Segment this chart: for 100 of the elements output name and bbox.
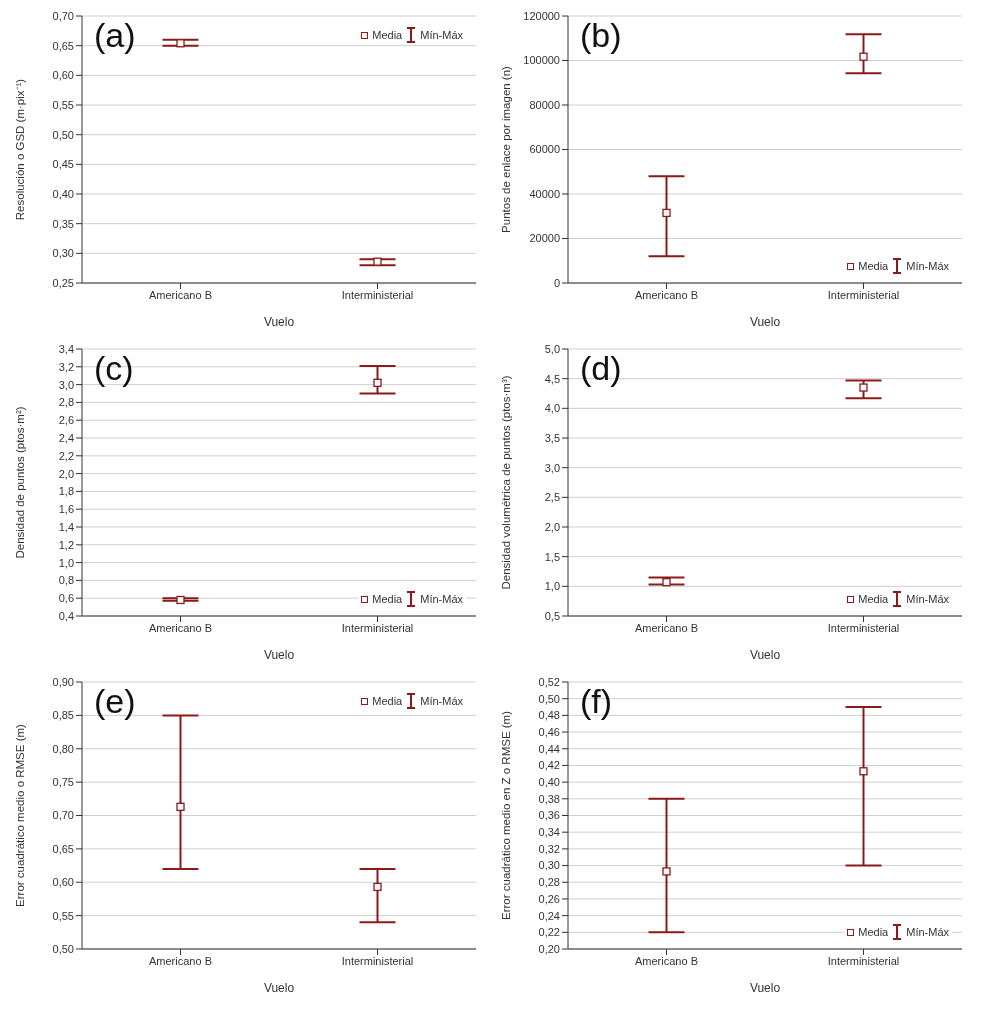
x-tick-label: Interministerial <box>827 954 900 967</box>
y-tick-label: 0,25 <box>52 276 74 289</box>
y-tick-label: 0,70 <box>52 9 74 22</box>
y-axis-title: Error cuadrático medio en Z o RMSE (m) <box>500 710 513 920</box>
y-tick-label: 0,40 <box>52 187 74 200</box>
y-tick-label: 0,50 <box>52 942 74 955</box>
legend-label: Media <box>858 260 889 272</box>
y-tick-label: 3,2 <box>58 360 74 373</box>
y-tick-label: 0,35 <box>52 217 74 230</box>
y-tick-label: 0,26 <box>538 892 560 905</box>
y-tick-label: 0,80 <box>52 742 74 755</box>
annotation: Mín-Máx <box>906 593 949 605</box>
y-tick-label: 0,24 <box>538 909 560 922</box>
y-tick-label: 2,2 <box>58 449 74 462</box>
y-tick-label: 0,30 <box>538 859 560 872</box>
y-tick-label: 0,42 <box>538 759 560 772</box>
annotation: (a) <box>94 16 136 54</box>
y-tick-label: 0,50 <box>538 692 560 705</box>
y-axis-title: Puntos de enlace por imagen (n) <box>500 65 513 233</box>
y-tick-label: 0,52 <box>538 675 560 688</box>
y-tick-label: 4,0 <box>544 402 560 415</box>
annotation: Mín-Máx <box>420 29 463 41</box>
y-tick-label: 120000 <box>523 9 560 22</box>
legend-label: Media <box>858 593 889 605</box>
y-tick-label: 0,38 <box>538 792 560 805</box>
y-tick-label: 0,65 <box>52 39 74 52</box>
x-tick-label: Americano B <box>149 954 212 967</box>
y-tick-label: 0,70 <box>52 809 74 822</box>
y-tick-label: 0,60 <box>52 69 74 82</box>
annotation: Mín-Máx <box>906 926 949 938</box>
y-tick-label: 2,0 <box>58 467 74 480</box>
y-tick-label: 0,4 <box>58 609 74 622</box>
x-tick-label: Interministerial <box>341 288 414 301</box>
annotation: (e) <box>94 682 136 720</box>
y-tick-label: 60000 <box>529 143 560 156</box>
x-axis-title: Vuelo <box>749 981 781 995</box>
y-tick-label: 0,45 <box>52 158 74 171</box>
y-tick-label: 0,60 <box>52 876 74 889</box>
y-tick-label: 0,85 <box>52 709 74 722</box>
y-tick-label: 0,46 <box>538 725 560 738</box>
y-tick-label: 0,28 <box>538 876 560 889</box>
y-tick-label: 1,6 <box>58 503 74 516</box>
y-tick-label: 0,48 <box>538 709 560 722</box>
y-tick-label: 0,8 <box>58 574 74 587</box>
x-tick-label: Americano B <box>635 288 698 301</box>
legend-label: Media <box>858 926 889 938</box>
y-tick-label: 20000 <box>529 232 560 245</box>
legend-label: Media <box>372 29 403 41</box>
y-tick-label: 0,44 <box>538 742 560 755</box>
annotation: (f) <box>580 682 613 720</box>
y-tick-label: 3,0 <box>58 378 74 391</box>
x-tick-label: Interministerial <box>827 621 900 634</box>
y-tick-label: 80000 <box>529 98 560 111</box>
y-tick-label: 0,55 <box>52 98 74 111</box>
y-tick-label: 0,20 <box>538 942 560 955</box>
x-axis-title: Vuelo <box>749 315 781 329</box>
x-tick-label: Interministerial <box>341 954 414 967</box>
y-tick-label: 0,34 <box>538 826 560 839</box>
y-axis-title: Densidad de puntos (ptos·m²) <box>14 406 27 559</box>
legend-label: Media <box>372 695 403 707</box>
y-tick-label: 0,30 <box>52 247 74 260</box>
y-tick-label: 0 <box>553 276 560 289</box>
y-tick-label: 40000 <box>529 187 560 200</box>
x-tick-label: Americano B <box>635 954 698 967</box>
y-tick-label: 0,75 <box>52 776 74 789</box>
y-tick-label: 1,5 <box>544 550 560 563</box>
y-tick-label: 100000 <box>523 54 560 67</box>
y-tick-label: 0,40 <box>538 776 560 789</box>
x-tick-label: Americano B <box>149 288 212 301</box>
y-tick-label: 3,5 <box>544 431 560 444</box>
y-tick-label: 0,36 <box>538 809 560 822</box>
y-tick-label: 0,50 <box>52 128 74 141</box>
x-tick-label: Interministerial <box>827 288 900 301</box>
y-tick-label: 3,4 <box>58 342 74 355</box>
y-tick-label: 0,6 <box>58 592 74 605</box>
y-axis-title: Resolución o GSD (m·pix⁻¹) <box>14 78 27 221</box>
x-axis-title: Vuelo <box>263 981 295 995</box>
x-axis-title: Vuelo <box>263 315 295 329</box>
annotation: Mín-Máx <box>906 260 949 272</box>
y-tick-label: 0,65 <box>52 842 74 855</box>
x-tick-label: Americano B <box>149 621 212 634</box>
y-tick-label: 1,8 <box>58 485 74 498</box>
y-tick-label: 2,0 <box>544 520 560 533</box>
y-tick-label: 0,5 <box>544 609 560 622</box>
x-tick-label: Americano B <box>635 621 698 634</box>
annotation: (d) <box>580 349 622 387</box>
annotation: (c) <box>94 349 134 387</box>
y-tick-label: 1,2 <box>58 538 74 551</box>
x-axis-title: Vuelo <box>749 648 781 662</box>
y-tick-label: 0,90 <box>52 675 74 688</box>
y-tick-label: 2,5 <box>544 491 560 504</box>
y-tick-label: 2,4 <box>58 431 74 444</box>
x-axis-title: Vuelo <box>263 648 295 662</box>
legend-label: Media <box>372 593 403 605</box>
y-tick-label: 5,0 <box>544 342 560 355</box>
y-tick-label: 2,6 <box>58 414 74 427</box>
y-tick-label: 0,22 <box>538 926 560 939</box>
y-tick-label: 1,4 <box>58 520 74 533</box>
y-axis-title: Error cuadrático medio o RMSE (m) <box>14 723 27 907</box>
y-tick-label: 3,0 <box>544 461 560 474</box>
